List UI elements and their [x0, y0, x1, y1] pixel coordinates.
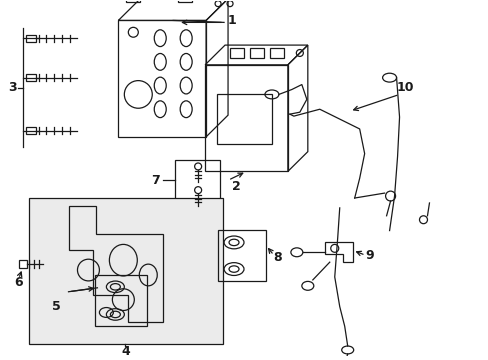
Text: 6: 6 — [14, 276, 23, 289]
Bar — [25, 35, 36, 42]
Bar — [218, 230, 265, 281]
Bar — [269, 48, 284, 58]
Text: 5: 5 — [52, 300, 61, 313]
Bar — [25, 74, 36, 81]
Bar — [19, 260, 26, 268]
Text: 4: 4 — [121, 346, 129, 359]
Text: 2: 2 — [231, 180, 240, 193]
Text: 8: 8 — [273, 251, 282, 264]
Text: 9: 9 — [365, 249, 373, 262]
Bar — [204, 65, 287, 171]
Bar — [229, 48, 244, 58]
Bar — [118, 21, 205, 137]
Bar — [126, 0, 140, 2]
Text: 1: 1 — [227, 14, 236, 27]
Text: 10: 10 — [396, 81, 413, 94]
Bar — [175, 159, 220, 201]
Bar — [25, 127, 36, 134]
Bar — [95, 275, 147, 326]
Text: 3: 3 — [8, 81, 17, 94]
Bar — [249, 48, 264, 58]
Text: 7: 7 — [151, 174, 159, 187]
Bar — [217, 94, 271, 144]
Bar — [29, 198, 223, 344]
Bar — [178, 0, 192, 2]
